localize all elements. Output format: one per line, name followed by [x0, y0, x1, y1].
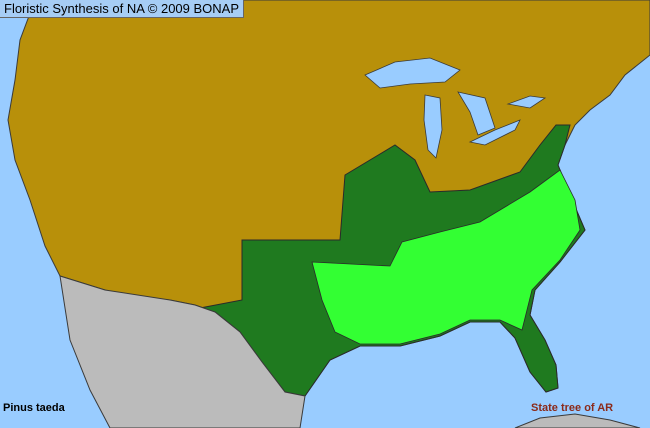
lake-erie	[468, 119, 521, 146]
lake-ontario	[506, 95, 547, 109]
state-tree-note: State tree of AR	[531, 402, 614, 414]
lake-superior	[364, 57, 461, 89]
lake-michigan	[423, 94, 443, 159]
species-name: Pinus taeda	[3, 402, 65, 414]
great-lakes	[364, 57, 547, 159]
map-title: Floristic Synthesis of NA © 2009 BONAP	[0, 0, 245, 18]
cuba-land	[514, 413, 641, 428]
lake-huron	[457, 91, 496, 136]
mexico-land	[59, 275, 306, 428]
light-green-range	[311, 169, 581, 345]
